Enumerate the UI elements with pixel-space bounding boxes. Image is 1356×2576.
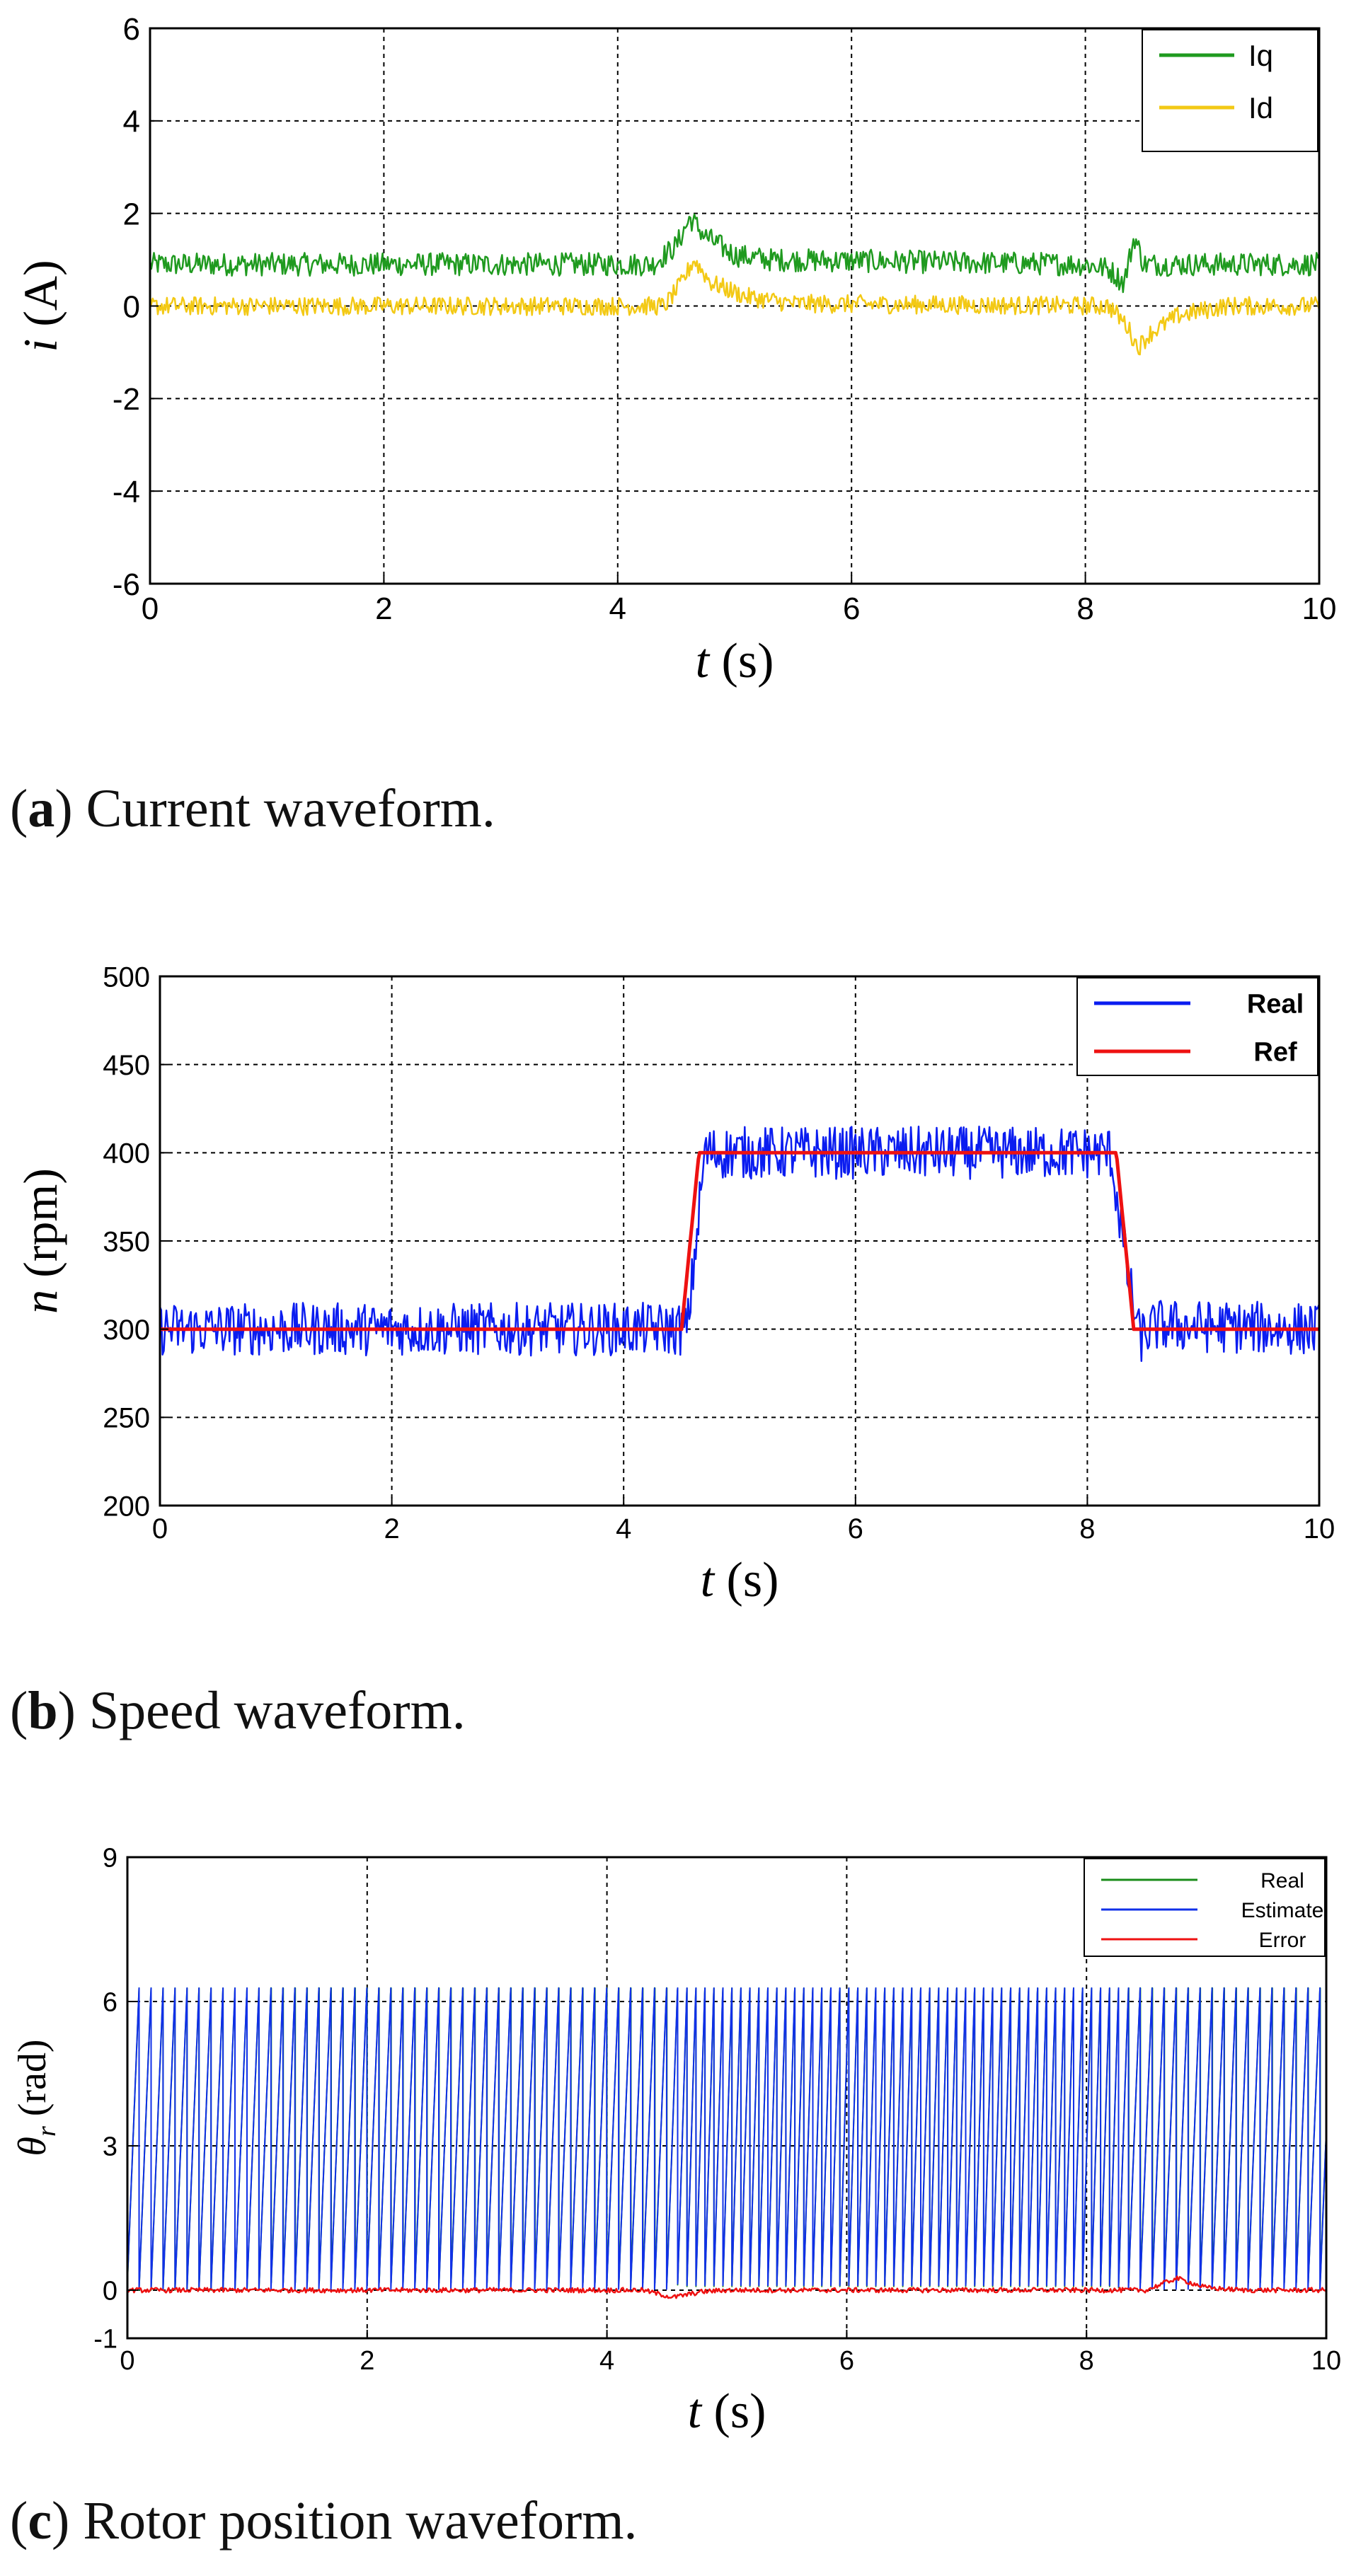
y-tick-label: 250 <box>103 1403 150 1434</box>
chart-panel-a: 0 2 4 6 8 10 -6 -4 -2 0 2 4 6 t (s) i (A) Iq Id <box>13 12 1336 688</box>
y-tick-label: -6 <box>113 567 140 602</box>
x-axis-label: t (s) <box>688 2384 766 2439</box>
y-axis-label-subscript: r <box>32 2126 62 2137</box>
caption-c-text: Rotor position waveform. <box>83 2491 638 2551</box>
x-tick-label: 8 <box>1079 1513 1095 1544</box>
legend-box <box>1142 29 1318 152</box>
caption-a-text: Current waveform. <box>86 779 495 838</box>
x-tick-label: 10 <box>1302 591 1337 626</box>
plot-frame <box>126 1856 1328 2340</box>
x-tick-label: 2 <box>360 2346 374 2376</box>
x-axis-label-symbol: t <box>701 1553 716 1607</box>
legend: Iq Id <box>1142 29 1318 152</box>
y-tick-label: -4 <box>113 475 140 509</box>
x-tick-label: 8 <box>1076 591 1093 626</box>
x-tick-label: 6 <box>843 591 860 626</box>
y-tick-label: 350 <box>103 1226 150 1257</box>
caption-c: (c) Rotor position waveform. <box>10 2491 638 2551</box>
y-axis-label: n (rpm) <box>13 1168 67 1314</box>
series-line-ref <box>159 1150 1320 1332</box>
legend-label-estimate: Estimate <box>1241 1899 1324 1922</box>
y-axis-label-unit: (A) <box>13 260 67 338</box>
y-axis-label-symbol: i <box>13 339 67 352</box>
x-tick-label: 8 <box>1079 2346 1094 2376</box>
x-axis-label-symbol: t <box>696 634 711 688</box>
series-line-error <box>127 2275 1327 2299</box>
x-tick-label: 6 <box>848 1513 863 1544</box>
x-tick-label: 0 <box>142 591 159 626</box>
y-axis-label-symbol: θ <box>11 2137 54 2156</box>
y-tick-label: 400 <box>103 1138 150 1169</box>
x-tick-label: 0 <box>152 1513 168 1544</box>
y-axis-label-unit: (rad) <box>11 2039 54 2126</box>
y-tick-label: 500 <box>103 961 150 993</box>
y-tick-label: 200 <box>103 1491 150 1522</box>
legend-label-iq: Iq <box>1248 39 1273 72</box>
y-tick-label: 6 <box>103 1988 117 2018</box>
caption-a: (a) Current waveform. <box>10 779 495 838</box>
legend-label-error: Error <box>1259 1929 1306 1952</box>
legend-label-id: Id <box>1248 91 1273 125</box>
x-tick-label: 0 <box>120 2346 134 2376</box>
y-tick-label: 2 <box>123 197 140 232</box>
x-axis-label: t (s) <box>701 1553 779 1607</box>
legend: Real Estimate Error <box>1084 1858 1326 1957</box>
legend-label-real: Real <box>1260 1869 1304 1893</box>
y-axis-label: θr (rad) <box>11 2039 62 2156</box>
x-tick-label: 10 <box>1311 2346 1341 2376</box>
y-tick-label: 0 <box>123 289 140 324</box>
chart-panel-b: 0 2 4 6 8 10 200 250 300 350 400 450 500 t (s) n (rpm)… <box>13 961 1335 1607</box>
caption-b-letter: b <box>28 1681 58 1740</box>
x-tick-label: 4 <box>616 1513 631 1544</box>
y-tick-label: 6 <box>123 12 140 47</box>
x-axis-label-unit: (s) <box>701 2384 766 2439</box>
caption-b-text: Speed waveform. <box>88 1681 466 1740</box>
series-line-estimate <box>127 1987 1327 2291</box>
y-tick-label: -2 <box>113 382 140 417</box>
y-tick-label: 0 <box>103 2277 117 2306</box>
y-axis-label-symbol: n <box>13 1290 67 1314</box>
y-axis-label: i (A) <box>13 260 67 352</box>
legend-box <box>1076 977 1318 1076</box>
x-tick-label: 2 <box>375 591 392 626</box>
y-tick-label: 9 <box>103 1844 117 1873</box>
y-tick-label: 4 <box>123 105 140 139</box>
series-line-iq <box>149 213 1321 294</box>
x-axis-label: t (s) <box>696 634 774 688</box>
y-tick-label: -1 <box>93 2325 117 2355</box>
x-tick-label: 4 <box>599 2346 614 2376</box>
x-tick-label: 10 <box>1304 1513 1335 1544</box>
series-line-id <box>149 260 1321 356</box>
caption-c-letter: c <box>28 2491 52 2551</box>
legend: Real Ref <box>1076 977 1318 1076</box>
y-axis-label-unit: (rpm) <box>13 1168 67 1290</box>
legend-label-real: Real <box>1247 990 1304 1020</box>
legend-label-ref: Ref <box>1253 1038 1297 1068</box>
x-axis-label-unit: (s) <box>714 1553 778 1607</box>
caption-b: (b) Speed waveform. <box>10 1681 466 1740</box>
y-tick-label: 3 <box>103 2132 117 2162</box>
y-tick-label: 450 <box>103 1050 150 1081</box>
x-tick-label: 6 <box>839 2346 854 2376</box>
x-tick-label: 4 <box>609 591 626 626</box>
x-axis-label-symbol: t <box>688 2384 703 2439</box>
x-axis-label-unit: (s) <box>709 634 774 688</box>
x-tick-label: 2 <box>384 1513 399 1544</box>
caption-a-letter: a <box>28 779 55 838</box>
y-tick-label: 300 <box>103 1315 150 1346</box>
